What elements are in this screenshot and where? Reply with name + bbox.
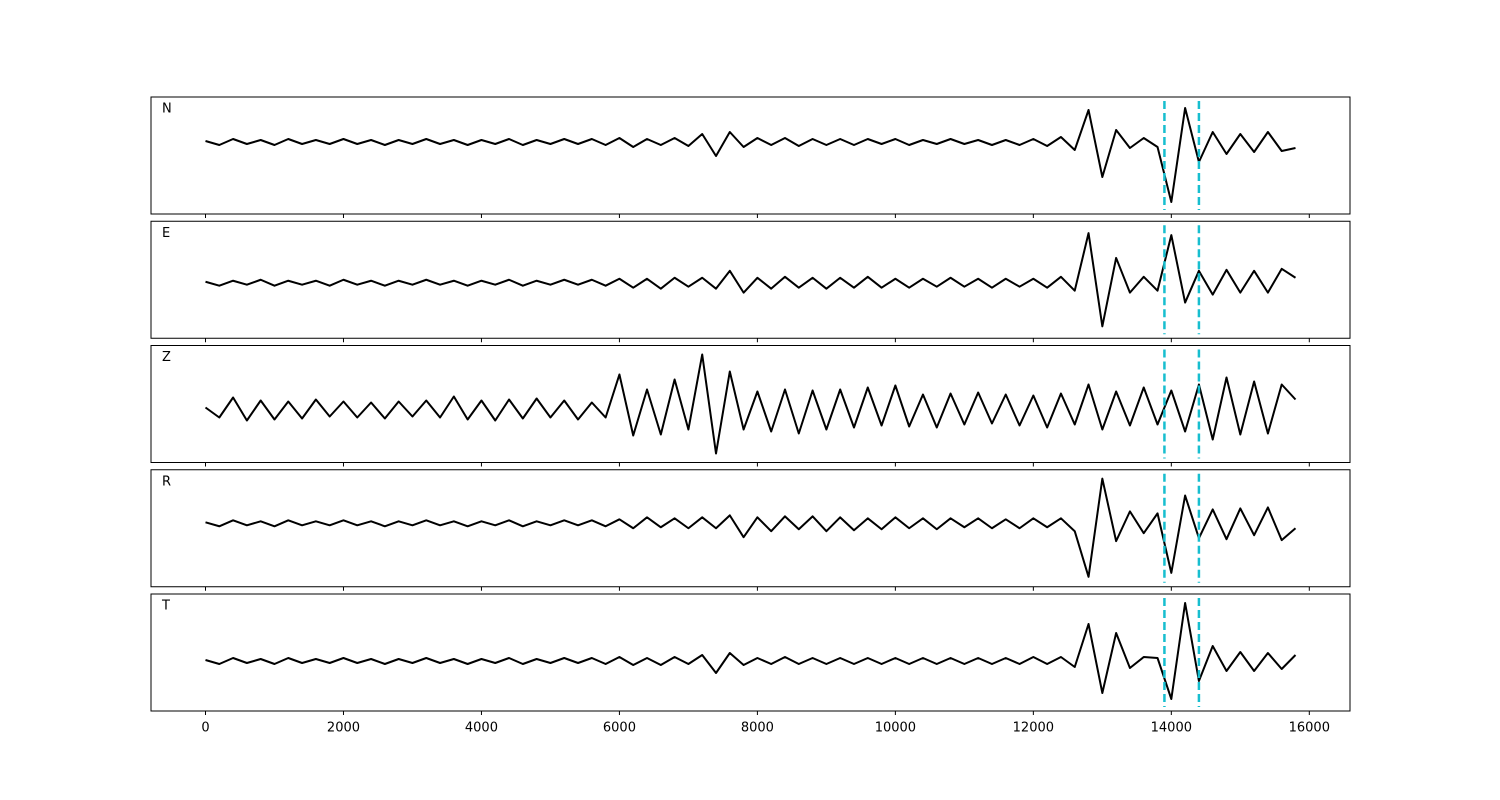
x-tick-label: 6000 [603,721,636,736]
panel-frame [150,345,1351,463]
x-tick-label: 14000 [1151,721,1192,736]
panel-label: T [161,599,170,614]
panel-frame [150,593,1351,712]
x-tick-label: 2000 [327,721,360,736]
panel-frame [150,220,1351,339]
trace [205,232,1297,328]
panel-label: N [162,102,172,117]
trace [205,477,1297,578]
x-tick-label: 16000 [1289,721,1330,736]
panel-label: R [162,474,171,489]
x-tick-label: 4000 [465,721,498,736]
trace [205,107,1296,203]
panel-frame [150,469,1351,588]
trace [204,353,1297,455]
x-tick-label: 10000 [875,721,916,736]
x-tick-label: 0 [201,721,209,736]
panel-label: Z [162,350,171,365]
panel-frame [150,96,1351,215]
trace [205,602,1297,700]
x-tick-label: 8000 [741,721,774,736]
panel-label: E [162,226,170,241]
x-tick-label: 12000 [1013,721,1054,736]
